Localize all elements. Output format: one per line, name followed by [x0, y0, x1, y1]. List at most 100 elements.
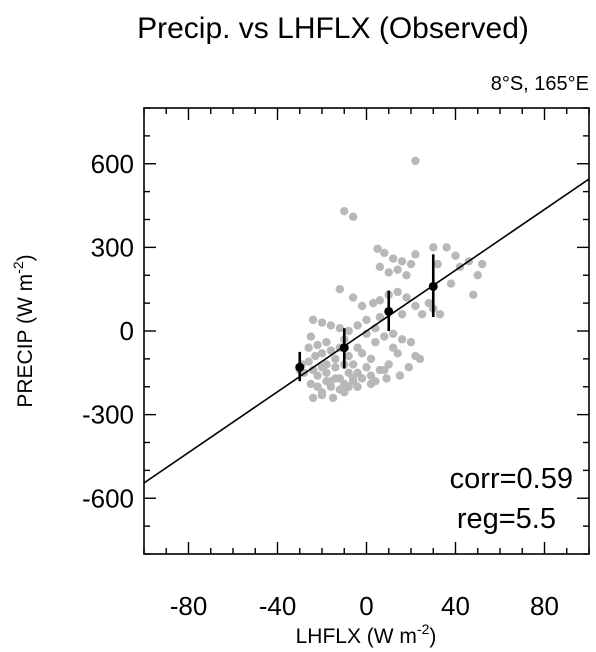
- y-tick-label: 300: [91, 232, 134, 262]
- scatter-point: [397, 335, 407, 344]
- mean-point: [428, 281, 438, 291]
- scatter-point: [366, 379, 376, 389]
- scatter-point: [322, 368, 331, 378]
- scatter-point: [313, 340, 322, 350]
- scatter-point: [397, 257, 407, 266]
- scatter-point: [411, 301, 420, 311]
- scatter-point: [402, 293, 411, 302]
- scatter-point: [362, 363, 371, 372]
- mean-point: [339, 343, 349, 353]
- scatter-point: [331, 374, 340, 383]
- scatter-point: [451, 251, 460, 260]
- scatter-point: [306, 332, 316, 341]
- scatter-point: [469, 290, 478, 299]
- x-tick-label: 0: [359, 591, 373, 621]
- x-tick-label: 40: [441, 591, 470, 621]
- scatter-point: [368, 298, 378, 308]
- scatter-point: [402, 271, 411, 280]
- x-tick-label: 80: [530, 591, 559, 621]
- scatter-point: [478, 259, 487, 269]
- scatter-point: [389, 254, 398, 263]
- scatter-point: [348, 360, 358, 369]
- scatter-point: [353, 321, 362, 330]
- scatter-point: [344, 326, 353, 336]
- scatter-point: [335, 324, 344, 333]
- scatter-point: [446, 279, 456, 288]
- scatter-point: [304, 343, 313, 352]
- y-axis-label: PRECIP (W m-2): [10, 254, 37, 407]
- x-axis: -80 -40 0 40 80: [143, 108, 590, 621]
- scatter-point: [395, 371, 405, 380]
- scatter-point: [380, 332, 389, 341]
- scatter-point: [331, 354, 340, 364]
- scatter-point: [326, 321, 336, 330]
- scatter-point: [435, 310, 445, 319]
- scatter-point: [366, 354, 376, 364]
- scatter-point: [304, 357, 313, 366]
- scatter-point: [404, 363, 413, 372]
- mean-point: [384, 306, 394, 316]
- y-axis-label-close: ): [14, 254, 37, 261]
- scatter-point: [393, 287, 402, 297]
- scatter-point: [406, 337, 416, 347]
- scatter-point: [371, 337, 380, 347]
- regression-line-group: [144, 178, 589, 484]
- scatter-point: [397, 310, 407, 319]
- scatter-point: [313, 371, 322, 380]
- scatter-point: [322, 337, 331, 347]
- scatter-point: [473, 271, 482, 280]
- y-axis: 600 300 0 -300 -600: [82, 107, 589, 555]
- scatter-point: [411, 250, 420, 259]
- scatter-point: [311, 351, 320, 361]
- scatter-point: [375, 312, 385, 322]
- scatter-point: [417, 310, 427, 319]
- scatter-point: [362, 315, 371, 325]
- scatter-point: [442, 243, 451, 252]
- scatter-point: [348, 293, 358, 302]
- regression-line: [144, 178, 589, 484]
- y-tick-label: -300: [82, 400, 134, 430]
- scatter-point: [322, 360, 331, 369]
- scatter-points: [295, 156, 487, 403]
- scatter-point: [326, 346, 336, 355]
- scatter-point: [393, 265, 402, 274]
- y-tick-label: 0: [120, 316, 134, 346]
- scatter-point: [389, 343, 398, 352]
- scatter-point: [373, 244, 382, 253]
- scatter-point: [415, 354, 425, 364]
- scatter-point: [317, 318, 327, 327]
- scatter-point: [331, 363, 340, 372]
- scatter-point: [348, 212, 358, 221]
- binned-means: [295, 254, 438, 382]
- reg-annotation: reg=5.5: [457, 503, 556, 535]
- scatter-point: [328, 393, 338, 403]
- x-tick-label: -40: [259, 591, 297, 621]
- y-axis-label-exp: -2: [10, 261, 26, 274]
- scatter-point: [380, 248, 389, 258]
- scatter-point: [357, 349, 367, 358]
- scatter-point: [375, 296, 385, 305]
- scatter-point: [357, 301, 367, 311]
- chart-title: Precip. vs LHFLX (Observed): [137, 12, 529, 45]
- x-tick-label: -80: [170, 591, 208, 621]
- scatter-point: [375, 262, 385, 272]
- scatter-point: [433, 259, 442, 269]
- y-tick-label: -600: [82, 483, 134, 513]
- scatter-point: [317, 349, 327, 358]
- x-axis-label: LHFLX (W m-2): [296, 621, 437, 648]
- scatter-point: [406, 259, 416, 269]
- y-tick-label: 600: [91, 149, 134, 179]
- scatter-point: [317, 390, 327, 400]
- scatter-point: [429, 243, 438, 252]
- scatter-point: [357, 374, 367, 383]
- scatter-point: [380, 365, 389, 375]
- scatter-point: [308, 315, 318, 325]
- scatter-point: [344, 351, 353, 361]
- scatter-point: [308, 393, 318, 403]
- scatter-point: [326, 382, 336, 391]
- scatter-point: [353, 382, 362, 391]
- scatter-point: [335, 284, 344, 294]
- x-axis-label-main: LHFLX (W m: [296, 625, 417, 648]
- mean-point: [295, 362, 305, 372]
